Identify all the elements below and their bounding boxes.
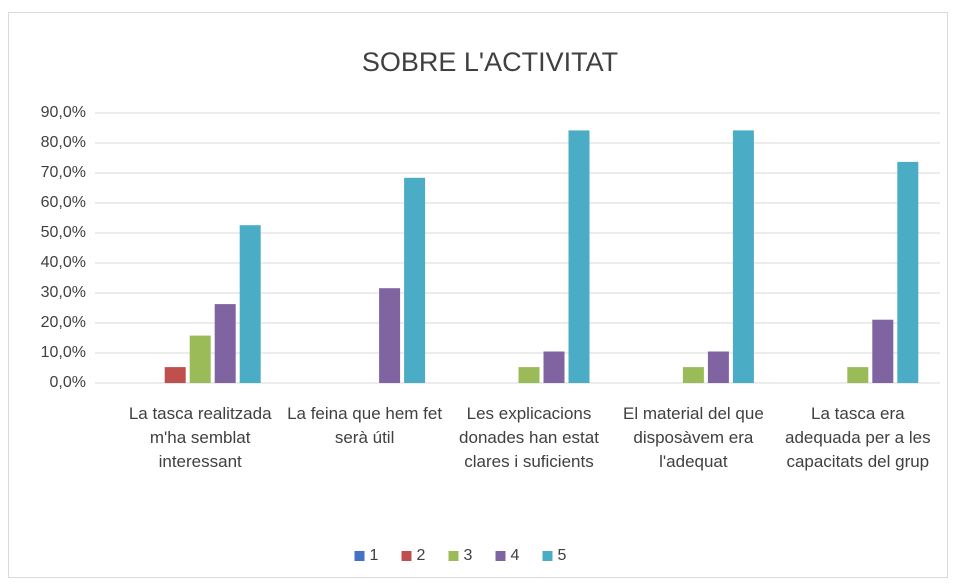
bar xyxy=(682,367,704,383)
bar xyxy=(707,351,729,383)
y-tick-label: 60,0% xyxy=(41,194,86,211)
bar xyxy=(897,161,919,383)
legend-swatch xyxy=(495,551,506,561)
chart-border xyxy=(8,12,948,578)
bar xyxy=(568,130,590,383)
y-tick-label: 70,0% xyxy=(41,164,86,181)
legend-swatch xyxy=(448,551,459,561)
bar xyxy=(847,367,869,383)
x-tick-label: El material del que disposàvem era l'ade… xyxy=(622,404,764,471)
y-tick-label: 0,0% xyxy=(50,374,86,391)
bar xyxy=(404,177,426,383)
legend-label: 4 xyxy=(511,547,520,564)
legend-swatch xyxy=(401,551,412,561)
bar xyxy=(189,335,211,383)
bar xyxy=(164,367,186,383)
legend-label: 2 xyxy=(417,547,426,564)
y-tick-label: 90,0% xyxy=(41,104,86,121)
legend-swatch xyxy=(542,551,553,561)
bar xyxy=(732,130,754,383)
bar xyxy=(872,319,894,383)
bar xyxy=(379,288,401,383)
y-tick-label: 40,0% xyxy=(41,254,86,271)
x-tick-label: Les explicacions donades han estat clare… xyxy=(459,404,599,471)
y-tick-label: 30,0% xyxy=(41,284,86,301)
legend-label: 5 xyxy=(558,547,567,564)
legend-label: 1 xyxy=(370,547,379,564)
legend-swatch xyxy=(354,551,365,561)
bar xyxy=(214,304,236,383)
legend-label: 3 xyxy=(464,547,473,564)
bar xyxy=(239,225,261,383)
y-tick-label: 80,0% xyxy=(41,134,86,151)
bar xyxy=(518,367,540,383)
chart-title: SOBRE L'ACTIVITAT xyxy=(362,47,618,77)
x-tick-label: La tasca realitzada m'ha semblat interes… xyxy=(128,404,272,471)
y-tick-label: 50,0% xyxy=(41,224,86,241)
y-tick-label: 20,0% xyxy=(41,314,86,331)
x-tick-label: La feina que hem fet serà útil xyxy=(287,404,443,447)
y-tick-label: 10,0% xyxy=(41,344,86,361)
x-tick-label: La tasca era adequada per a les capacita… xyxy=(785,404,931,471)
bar xyxy=(543,351,565,383)
